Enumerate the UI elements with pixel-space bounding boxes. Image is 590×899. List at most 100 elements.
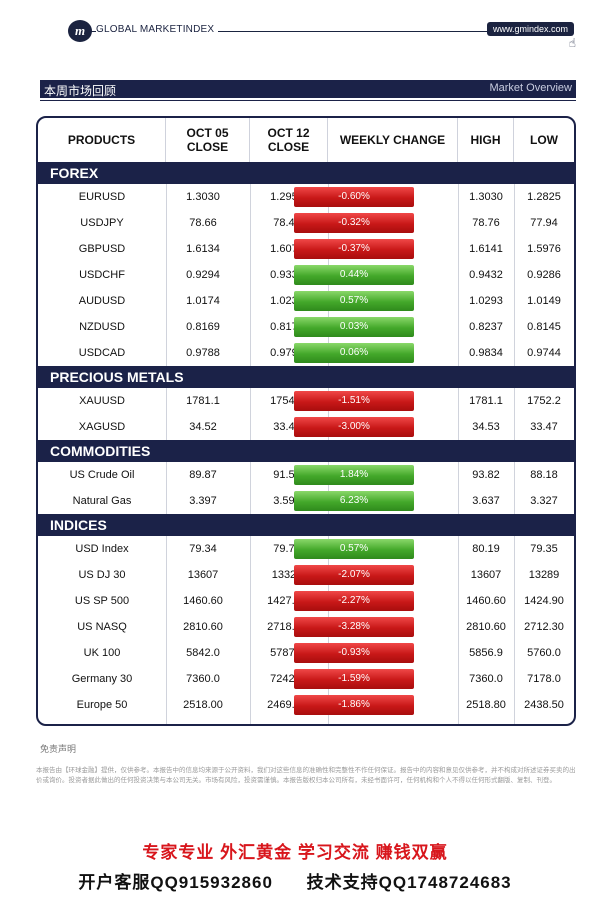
oct05-close-cell: 1.3030 [186,191,220,203]
section-header: PRECIOUS METALS [38,366,574,388]
contact-line: 开户客服QQ915932860 技术支持QQ1748724683 [0,868,590,893]
table-row: Europe 50 2518.00 2469.30 2518.80 2438.50 -1.… [38,692,574,718]
table-header: PRODUCTS OCT 05 CLOSE OCT 12 CLOSE WEEKL… [38,118,574,162]
oct12-close-cell: 78.41 [273,217,301,229]
low-cell: 88.18 [530,469,558,481]
weekly-change-badge: -2.27% [294,591,414,611]
weekly-change-badge: -0.32% [294,213,414,233]
high-cell: 7360.0 [469,673,503,685]
table-row: USDJPY 78.66 78.41 78.76 77.94 -0.32% [38,210,574,236]
low-cell: 13289 [528,569,560,581]
section-header: COMMODITIES [38,440,574,462]
low-cell: 0.8145 [527,321,561,333]
oct05-close-cell: 13607 [187,569,219,581]
high-cell: 0.8237 [469,321,503,333]
market-table: PRODUCTS OCT 05 CLOSE OCT 12 CLOSE WEEKL… [36,116,576,726]
table-row: GBPUSD 1.6134 1.6073 1.6141 1.5976 -0.37% [38,236,574,262]
high-cell: 78.76 [472,217,500,229]
product-cell: USD Index [75,543,129,555]
product-cell: US DJ 30 [78,569,126,581]
high-cell: 3.637 [472,495,500,507]
oct12-close-cell: 3.598 [273,495,301,507]
oct05-close-cell: 2810.60 [183,621,223,633]
title-underline [40,100,576,101]
logo-text: GLOBAL MARKETINDEX [96,24,219,35]
table-row: US NASQ 2810.60 2718.30 2810.60 2712.30 -3.28… [38,614,574,640]
oct05-close-cell: 34.52 [189,421,217,433]
product-cell: USDJPY [80,217,124,229]
table-row: US DJ 30 13607 13325 13607 13289 -2.07% [38,562,574,588]
low-cell: 1.2825 [527,191,561,203]
low-cell: 79.35 [530,543,558,555]
disclaimer-text: 本报告由【环球金融】提供，仅供参考。本报告中的信息均来源于公开资料，我们对这些信… [36,767,576,784]
oct12-close-cell: 33.48 [273,421,301,433]
high-cell: 13607 [470,569,502,581]
oct05-close-cell: 0.9294 [186,269,220,281]
product-cell: GBPUSD [78,243,126,255]
low-cell: 3.327 [530,495,558,507]
logo-icon: m [68,20,92,42]
low-cell: 1.5976 [527,243,561,255]
high-cell: 34.53 [472,421,500,433]
product-cell: EURUSD [78,191,126,203]
low-cell: 1.0149 [527,295,561,307]
table-row: Germany 30 7360.0 7242.8 7360.0 7178.0 -1.59% [38,666,574,692]
section-header: INDICES [38,514,574,536]
table-row: XAUUSD 1781.1 1754.2 1781.1 1752.2 -1.51% [38,388,574,414]
product-cell: USDCHF [79,269,125,281]
title-chinese: 本周市场回顾 [44,84,117,98]
table-row: XAGUSD 34.52 33.48 34.53 33.47 -3.00% [38,414,574,440]
weekly-change-badge: 1.84% [294,465,414,485]
high-cell: 0.9432 [469,269,503,281]
weekly-change-badge: -0.60% [294,187,414,207]
table-row: USD Index 79.34 79.79 80.19 79.35 0.57% [38,536,574,562]
weekly-change-badge: 0.06% [294,343,414,363]
product-cell: NZDUSD [79,321,125,333]
weekly-change-badge: -3.00% [294,417,414,437]
header-rule [72,31,498,32]
low-cell: 1752.2 [527,395,561,407]
oct05-close-cell: 1.0174 [186,295,220,307]
oct05-close-cell: 2518.00 [183,699,223,711]
low-cell: 1424.90 [524,595,564,607]
site-url-link[interactable]: www.gmindex.com [486,22,574,36]
table-row: UK 100 5842.0 5787.5 5856.9 5760.0 -0.93% [38,640,574,666]
low-cell: 2438.50 [524,699,564,711]
high-cell: 5856.9 [469,647,503,659]
oct05-close-cell: 5842.0 [186,647,220,659]
high-cell: 1.0293 [469,295,503,307]
col-low: LOW [530,133,558,147]
contact-service: 开户客服QQ915932860 [78,873,273,892]
table-row: US SP 500 1460.60 1427.50 1460.60 1424.90 -2.… [38,588,574,614]
weekly-change-badge: -1.51% [294,391,414,411]
low-cell: 2712.30 [524,621,564,633]
oct05-close-cell: 0.8169 [186,321,220,333]
high-cell: 93.82 [472,469,500,481]
high-cell: 1.6141 [469,243,503,255]
table-row: Natural Gas 3.397 3.598 3.637 3.327 6.23% [38,488,574,514]
weekly-change-badge: -0.37% [294,239,414,259]
high-cell: 2518.80 [466,699,506,711]
table-row: AUDUSD 1.0174 1.0233 1.0293 1.0149 0.57% [38,288,574,314]
weekly-change-badge: -2.07% [294,565,414,585]
table-row: EURUSD 1.3030 1.2952 1.3030 1.2825 -0.60% [38,184,574,210]
product-cell: US SP 500 [74,595,130,607]
oct05-close-cell: 78.66 [189,217,217,229]
table-row: USDCAD 0.9788 0.9795 0.9834 0.9744 0.06% [38,340,574,366]
high-cell: 1.3030 [469,191,503,203]
weekly-change-badge: 0.03% [294,317,414,337]
weekly-change-badge: 0.57% [294,291,414,311]
low-cell: 33.47 [530,421,558,433]
product-cell: XAUUSD [79,395,125,407]
weekly-change-badge: -1.86% [294,695,414,715]
header-bar: m GLOBAL MARKETINDEX www.gmindex.com ☝ [12,14,578,50]
oct12-close-cell: 79.79 [273,543,301,555]
product-cell: Europe 50 [76,699,128,711]
weekly-change-badge: -0.93% [294,643,414,663]
product-cell: UK 100 [83,647,121,659]
weekly-change-badge: 0.44% [294,265,414,285]
col-high: HIGH [458,118,514,162]
disclaimer-title: 免责声明 [40,744,77,754]
high-cell: 1460.60 [466,595,506,607]
low-cell: 5760.0 [527,647,561,659]
